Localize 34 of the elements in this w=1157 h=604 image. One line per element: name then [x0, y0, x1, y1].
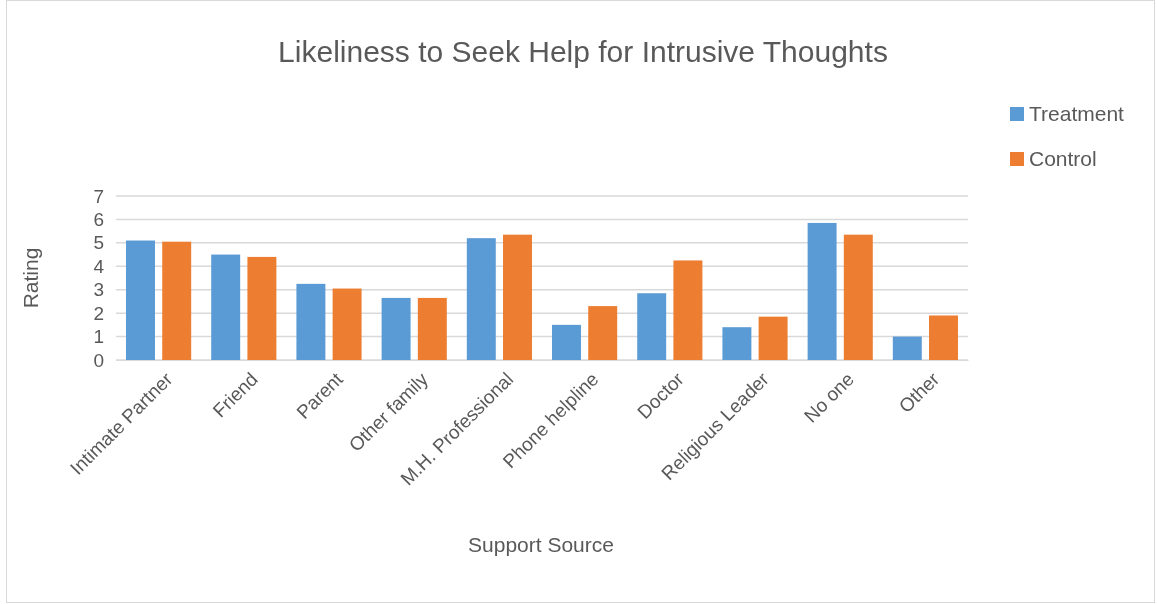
bar — [637, 293, 667, 360]
bar — [843, 234, 873, 360]
chart-title: Likeliness to Seek Help for Intrusive Thoughts — [278, 35, 888, 68]
bar — [247, 256, 277, 360]
bar — [296, 283, 326, 360]
y-tick-label: 7 — [93, 185, 104, 207]
bar — [552, 324, 581, 360]
bar — [503, 234, 532, 360]
y-tick-label: 6 — [93, 209, 104, 231]
bar — [211, 254, 241, 360]
bar — [162, 241, 192, 360]
y-axis-title: Rating — [19, 247, 42, 309]
x-axis-title: Support Source — [468, 533, 614, 556]
bar — [892, 336, 922, 360]
y-tick-label: 4 — [93, 255, 105, 277]
bar — [807, 222, 837, 360]
legend-label: Treatment — [1029, 102, 1125, 125]
legend-label: Control — [1029, 147, 1097, 170]
bar — [332, 288, 362, 360]
bar — [673, 260, 703, 360]
bar — [466, 238, 496, 360]
x-tick-label: No one — [799, 368, 859, 427]
y-tick-label: 1 — [93, 326, 104, 348]
bar — [758, 316, 788, 360]
y-tick-label: 0 — [93, 349, 104, 371]
bar — [722, 327, 752, 360]
y-tick-label: 2 — [93, 302, 104, 324]
bar — [929, 315, 958, 360]
y-tick-label: 3 — [93, 279, 104, 301]
y-tick-label: 5 — [93, 232, 104, 254]
bar — [126, 240, 155, 360]
bar — [588, 306, 618, 360]
bar — [417, 297, 447, 360]
bar — [381, 297, 411, 360]
